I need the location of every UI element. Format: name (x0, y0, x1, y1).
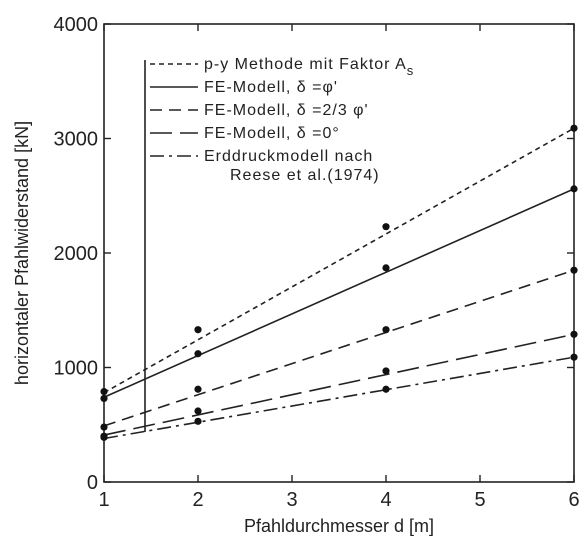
legend-label-line-2: Reese et al.(1974) (230, 167, 380, 184)
y-tick-label: 1000 (54, 358, 99, 380)
legend-label: FE-Modell, δ =0° (204, 125, 340, 142)
plot-area (103, 23, 575, 483)
data-point (570, 185, 578, 193)
axis-ticks: 1 2 3 4 5 6 0 1000 2000 3000 4000 (54, 14, 580, 511)
x-tick-label: 3 (286, 489, 297, 511)
legend-entry-1: p-y Methode mit Faktor As (150, 56, 414, 78)
data-point (100, 394, 108, 403)
series-line (103, 356, 575, 440)
data-point (194, 350, 202, 358)
legend-entry-3: FE-Modell, δ =2/3 φ' (150, 102, 369, 119)
series-5 (100, 353, 578, 441)
data-point (382, 326, 390, 334)
y-tick-label: 0 (87, 472, 98, 494)
data-point (382, 264, 390, 272)
data-point (194, 407, 202, 415)
series-line (103, 188, 575, 399)
y-tick-label: 2000 (54, 243, 99, 265)
legend-label: FE-Modell, δ =2/3 φ' (204, 102, 369, 119)
series-1 (100, 124, 578, 396)
x-tick-label: 4 (380, 489, 391, 511)
data-point (382, 223, 390, 231)
data-point (570, 266, 578, 274)
data-point (100, 433, 108, 441)
x-tick-label: 2 (192, 489, 203, 511)
data-point (194, 326, 202, 334)
x-axis-label: Pfahldurchmesser d [m] (244, 516, 434, 536)
series-3 (100, 266, 578, 431)
y-tick-label: 3000 (54, 129, 99, 151)
series-line (103, 333, 575, 436)
data-point (100, 423, 108, 431)
x-tick-label: 5 (474, 489, 485, 511)
data-point (194, 417, 202, 425)
legend-entry-4: FE-Modell, δ =0° (150, 125, 340, 142)
legend-label: Erddruckmodell nach (204, 148, 373, 165)
data-point (100, 387, 108, 396)
legend-label-subscript: s (407, 63, 415, 78)
plot-frame (103, 23, 575, 483)
y-axis-label: horizontaler Pfahlwiderstand [kN] (12, 121, 32, 385)
legend-label: p-y Methode mit Faktor As (204, 56, 414, 78)
data-point (382, 385, 390, 393)
data-point (382, 367, 390, 375)
data-point (570, 330, 578, 338)
legend-entry-5: Erddruckmodell nach Reese et al.(1974) (150, 148, 380, 184)
series-layer (100, 124, 578, 441)
x-tick-label: 6 (568, 489, 579, 511)
series-2 (100, 185, 578, 403)
y-tick-label: 4000 (54, 14, 99, 36)
series-4 (100, 330, 578, 440)
data-point (570, 353, 578, 361)
data-point (194, 385, 202, 393)
x-tick-label: 1 (98, 489, 109, 511)
data-point (570, 124, 578, 132)
legend-entry-2: FE-Modell, δ =φ' (150, 79, 338, 96)
legend-label: FE-Modell, δ =φ' (204, 79, 338, 96)
series-line (103, 269, 575, 427)
